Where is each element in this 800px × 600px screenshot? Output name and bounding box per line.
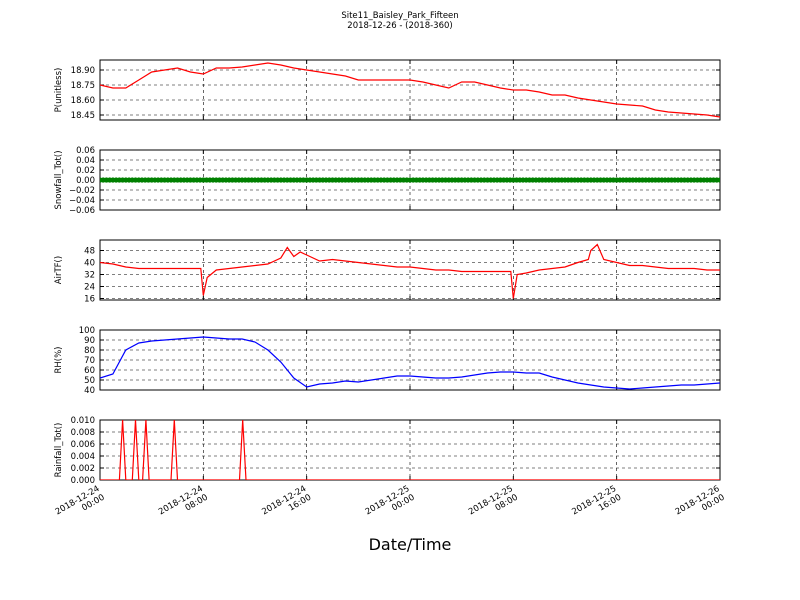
- series-line: [100, 62, 720, 118]
- y-axis-label: Rainfall_Tot(): [54, 423, 64, 478]
- y-tick-label: 24: [84, 283, 95, 293]
- snowfall-series: [100, 177, 720, 183]
- y-tick-label: 32: [84, 271, 95, 281]
- y-tick-label: 40: [84, 259, 95, 269]
- y-axis-label: P(unitless): [54, 68, 64, 113]
- subplot-panels: 18.4518.6018.7518.90P(unitless)−0.06−0.0…: [54, 59, 721, 486]
- y-tick-label: 0.04: [76, 156, 95, 166]
- series-line: [100, 336, 720, 390]
- y-tick-label: 18.90: [71, 66, 95, 76]
- subplot-5: 0.000 0.002 0.004 0.006 0.008 0.010 Rainfall_T…: [54, 416, 721, 486]
- y-tick-label: 0.004: [71, 452, 95, 462]
- y-axis-label: RH(%): [54, 346, 64, 373]
- y-tick-label: 0.000: [71, 476, 95, 486]
- subplot-3: 16 24 32 40 48 AirTF(): [54, 239, 721, 305]
- y-tick-label: 16: [84, 295, 95, 305]
- y-tick-label: 0.006: [71, 440, 95, 450]
- figure-title-line1: Site11_Baisley_Park_Fifteen: [341, 11, 458, 21]
- series-line: [100, 420, 720, 480]
- y-tick-label: 60: [84, 366, 95, 376]
- subplot-2: −0.06−0.04−0.020.000.020.040.06 Snowfall_…: [54, 146, 721, 216]
- y-tick-label: 50: [84, 376, 95, 386]
- y-tick-label: 0.010: [71, 416, 95, 426]
- y-tick-label: 90: [84, 336, 95, 346]
- subplot-1: 18.45 18.60 18.75 18.90 P(unitless): [54, 59, 721, 121]
- y-tick-label: 18.60: [71, 96, 95, 106]
- figure-title-line2: 2018-12-26 - (2018-360): [347, 21, 452, 31]
- y-tick-label: −0.04: [69, 196, 95, 206]
- y-tick-label: 70: [84, 356, 95, 366]
- y-tick-label: 0.00: [76, 176, 95, 186]
- y-tick-label: 48: [84, 247, 95, 257]
- y-tick-label: 0.06: [76, 146, 95, 156]
- y-tick-label: −0.06: [69, 206, 95, 216]
- y-axis-label: Snowfall_Tot(): [54, 150, 64, 209]
- series-line: [100, 243, 720, 299]
- y-tick-label: 0.002: [71, 464, 95, 474]
- y-tick-label: 18.45: [71, 111, 95, 121]
- y-tick-label: 0.02: [76, 166, 95, 176]
- x-axis-label: Date/Time: [369, 535, 452, 554]
- data-point: [717, 177, 720, 183]
- y-tick-label: 18.75: [71, 81, 95, 91]
- y-tick-label: 0.008: [71, 428, 95, 438]
- y-tick-label: −0.02: [69, 186, 95, 196]
- y-axis-label: AirTF(): [54, 256, 64, 284]
- y-tick-label: 100: [79, 326, 95, 336]
- y-tick-label: 40: [84, 386, 95, 396]
- y-tick-label: 80: [84, 346, 95, 356]
